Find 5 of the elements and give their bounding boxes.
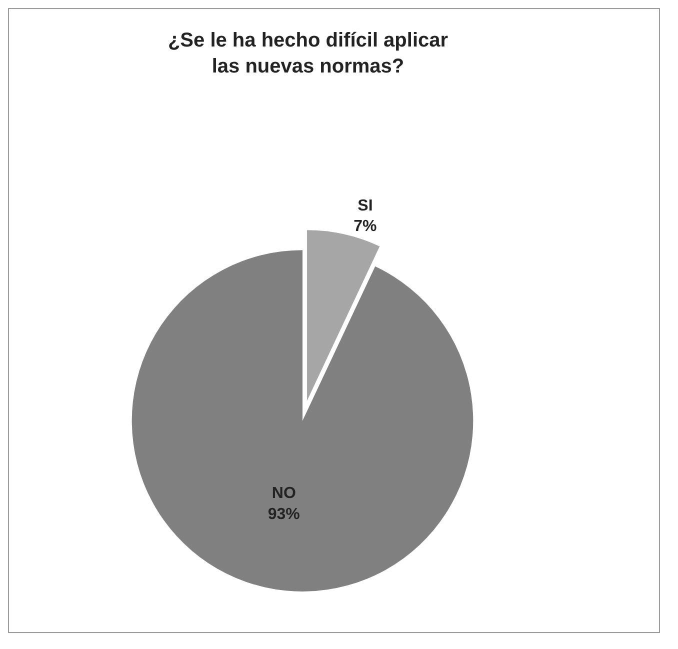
chart-title: ¿Se le ha hecho difícil aplicar las nuevas normas? bbox=[168, 29, 448, 78]
slice-label: SI bbox=[358, 197, 373, 214]
data-label: 93% bbox=[268, 506, 300, 523]
slice-label: NO bbox=[272, 485, 296, 502]
data-label: 7% bbox=[354, 218, 377, 236]
